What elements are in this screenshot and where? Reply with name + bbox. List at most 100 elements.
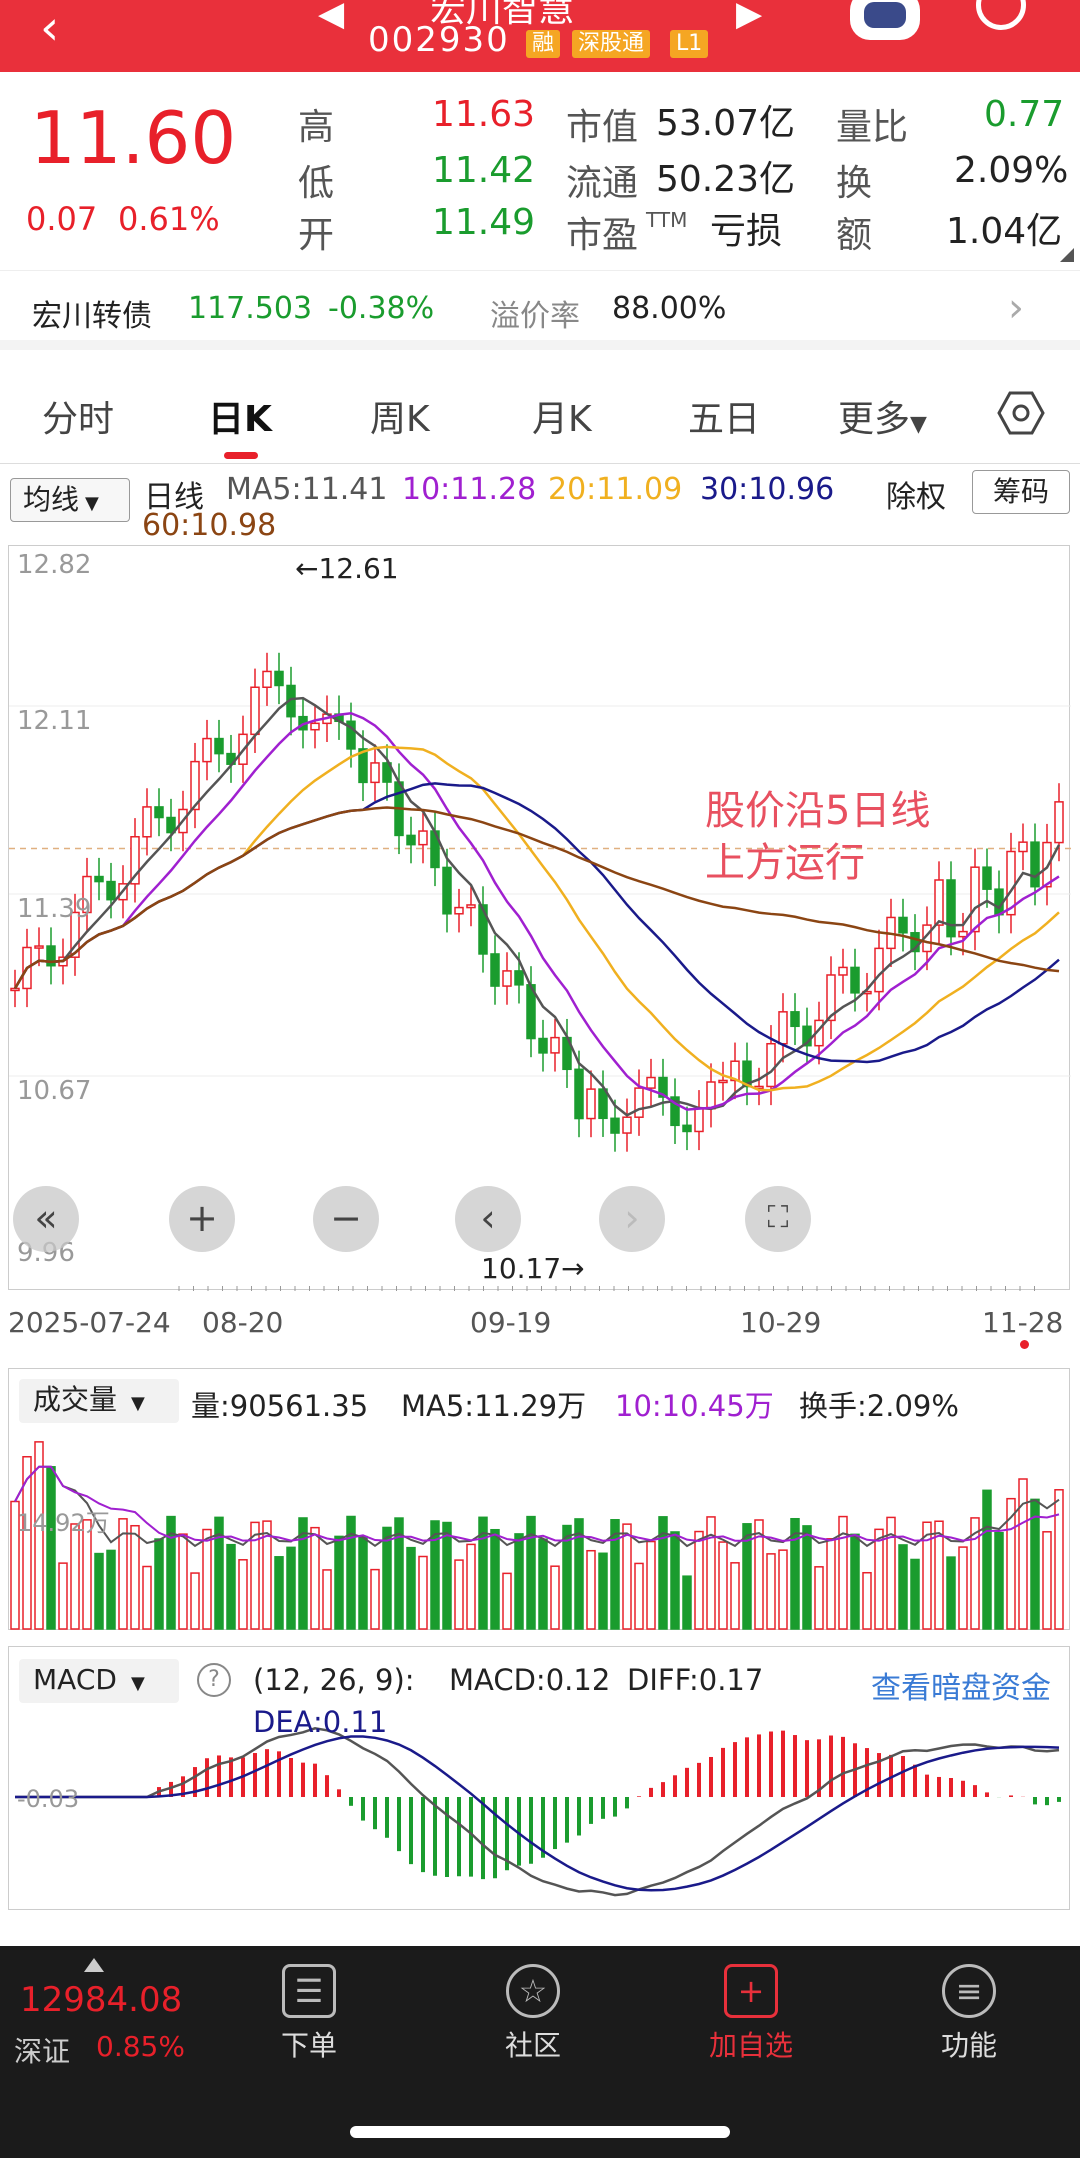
- nav-order[interactable]: ☰ 下单: [244, 1964, 374, 2064]
- volume-bar: [670, 1531, 680, 1630]
- volume-bar: [982, 1489, 992, 1630]
- community-icon: ☆: [506, 1964, 560, 2018]
- ma-selector[interactable]: 均线 ▼: [10, 478, 130, 522]
- candle-body: [502, 970, 512, 987]
- nav-add-watchlist[interactable]: + 加自选: [686, 1964, 816, 2064]
- index-name: 深证: [14, 2035, 71, 2068]
- tab-more[interactable]: 更多▼: [838, 390, 927, 442]
- bottom-navigation: 12984.08 深证 0.85% ☰ 下单 ☆ 社区 + 加自选 ≡ 功能: [0, 1946, 1080, 2158]
- candle-body: [94, 875, 104, 883]
- tab-five-day[interactable]: 五日: [688, 399, 761, 440]
- volume-bar: [118, 1518, 128, 1630]
- ma30-value: 30:10.96: [700, 472, 835, 507]
- candle-body: [958, 930, 968, 938]
- convertible-bond-row[interactable]: 宏川转债 117.503 -0.38% 溢价率 88.00% ›: [0, 270, 1080, 350]
- volume-bar: [514, 1533, 524, 1630]
- tab-more-label: 更多: [838, 399, 911, 440]
- volume-bar: [958, 1546, 968, 1630]
- candle-body: [1042, 841, 1052, 888]
- candle-body: [718, 1079, 728, 1084]
- next-stock-icon[interactable]: ▶: [736, 0, 763, 34]
- tab-monthly-k[interactable]: 月K: [532, 399, 592, 440]
- tab-daily-k[interactable]: 日K: [208, 399, 272, 440]
- macd-selector-label: MACD: [33, 1663, 117, 1696]
- chart-settings-icon[interactable]: [996, 388, 1046, 438]
- volume-bar: [874, 1528, 884, 1630]
- volume-bar: [970, 1517, 980, 1630]
- chips-button[interactable]: 筹码: [972, 470, 1070, 514]
- turnover-value: 2.09%: [954, 150, 1069, 191]
- volume-bar: [922, 1521, 932, 1630]
- volume-bar: [742, 1523, 752, 1630]
- stock-name: 宏川智慧: [430, 0, 575, 30]
- candle-body: [274, 670, 284, 687]
- volume-bar: [778, 1549, 788, 1630]
- expand-corner-icon[interactable]: [1060, 248, 1074, 262]
- order-icon: ☰: [282, 1964, 336, 2018]
- volume-bar: [34, 1441, 44, 1630]
- candle-body: [358, 748, 368, 784]
- zoom-out-button[interactable]: −: [313, 1186, 379, 1252]
- fullscreen-button[interactable]: ⛶: [745, 1186, 811, 1252]
- volume-ma5: MA5:11.29万: [401, 1389, 587, 1423]
- candle-body: [382, 762, 392, 783]
- active-tab-indicator: [224, 452, 258, 459]
- candle-body: [466, 904, 476, 909]
- low-label: 低: [298, 163, 335, 204]
- y-label-3: 11.39: [17, 894, 92, 924]
- volume-bar: [694, 1530, 704, 1630]
- volume-bar: [910, 1558, 920, 1630]
- chips-label: 筹码: [992, 475, 1049, 508]
- zoom-far-left-button[interactable]: «: [13, 1186, 79, 1252]
- float-label: 流通: [566, 163, 639, 204]
- ma-selector-label: 均线: [23, 483, 80, 516]
- macd-y-label: -0.03: [17, 1785, 80, 1813]
- candle-body: [694, 1107, 704, 1133]
- candle-body: [742, 1060, 752, 1088]
- volume-bar: [250, 1521, 260, 1630]
- volume-bar: [658, 1516, 668, 1630]
- search-icon[interactable]: [976, 0, 1026, 30]
- volume-bar: [322, 1569, 332, 1630]
- nav-functions[interactable]: ≡ 功能: [904, 1964, 1034, 2064]
- top-bar: ‹ ◀ 宏川智慧 002930 融 深股通 L1 ▶: [0, 0, 1080, 72]
- macd-selector[interactable]: MACD ▼: [19, 1659, 179, 1703]
- pe-value: 亏损: [710, 211, 783, 252]
- candle-body: [586, 1088, 596, 1120]
- index-up-icon: [84, 1958, 104, 1972]
- volume-selector-label: 成交量: [33, 1383, 118, 1416]
- index-value[interactable]: 12984.08: [20, 1980, 183, 2020]
- nav-community[interactable]: ☆ 社区: [468, 1964, 598, 2064]
- tab-weekly-k[interactable]: 周K: [370, 399, 430, 440]
- candle-body: [454, 906, 464, 915]
- kline-svg: [9, 652, 1071, 1291]
- zoom-in-button[interactable]: +: [169, 1186, 235, 1252]
- back-icon[interactable]: ‹: [40, 0, 60, 56]
- volume-selector[interactable]: 成交量 ▼: [19, 1379, 179, 1423]
- high-label: 高: [298, 107, 335, 148]
- macd-params: (12, 26, 9):: [253, 1663, 415, 1697]
- low-marker: 10.17→: [481, 1252, 585, 1285]
- help-icon[interactable]: ?: [197, 1663, 231, 1697]
- volume-panel[interactable]: 成交量 ▼ 量:90561.35 MA5:11.29万 10:10.45万 换手:…: [8, 1368, 1070, 1630]
- caret-down-icon: ▼: [85, 493, 99, 514]
- macd-panel[interactable]: MACD ▼ ? (12, 26, 9): MACD:0.12 DIFF:0.17…: [8, 1646, 1070, 1910]
- volume-ma5-line: [14, 1465, 1060, 1548]
- scroll-left-button[interactable]: ‹: [455, 1186, 521, 1252]
- kline-chart[interactable]: 12.82 12.11 11.39 10.67 9.96 ←12.61 10.1…: [8, 545, 1071, 1291]
- index-change: 0.85%: [96, 2030, 185, 2063]
- prev-stock-icon[interactable]: ◀: [318, 0, 345, 34]
- candle-body: [802, 1025, 812, 1047]
- robot-assistant-icon[interactable]: [850, 0, 920, 40]
- x-label-1: 08-20: [202, 1306, 284, 1339]
- scroll-right-button[interactable]: ›: [599, 1186, 665, 1252]
- dark-pool-link[interactable]: 查看暗盘资金: [871, 1671, 1051, 1706]
- ma60-line: [13, 806, 1060, 990]
- volume-svg: [10, 1441, 1064, 1630]
- ma10-value: 10:11.28: [402, 472, 537, 507]
- nav-add-watchlist-label: 加自选: [708, 2029, 793, 2062]
- tab-intraday[interactable]: 分时: [42, 399, 115, 440]
- candle-body: [598, 1088, 608, 1120]
- candle-body: [850, 966, 860, 994]
- adjust-button[interactable]: 除权: [886, 480, 946, 515]
